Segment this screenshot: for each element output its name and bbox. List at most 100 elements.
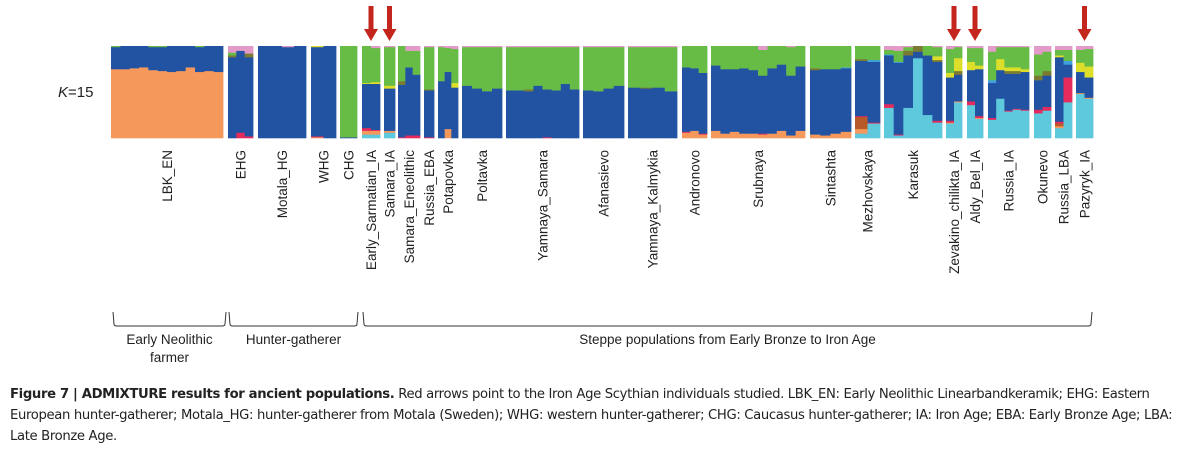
admixture-segment-cyan bbox=[996, 98, 1005, 139]
admixture-segment-pink bbox=[412, 46, 421, 51]
admixture-segment-blue bbox=[371, 83, 381, 131]
admixture-segment-cyan bbox=[954, 102, 963, 139]
admixture-segment-pink bbox=[424, 46, 435, 48]
admixture-segment-blue bbox=[1012, 73, 1022, 109]
admixture-segment-olive bbox=[855, 58, 868, 62]
admixture-segment-yellow bbox=[1004, 67, 1013, 72]
admixture-segment-orange bbox=[195, 71, 205, 139]
admixture-segment-pink bbox=[946, 46, 955, 50]
admixture-segment-red bbox=[362, 127, 372, 131]
admixture-segment-green bbox=[652, 46, 666, 88]
admixture-segment-green bbox=[560, 46, 571, 85]
admixture-segment-blue bbox=[111, 46, 121, 70]
admixture-segment-pink bbox=[551, 46, 562, 48]
admixture-segment-blue bbox=[451, 87, 459, 139]
admixture-segment-orange bbox=[758, 134, 768, 139]
admixture-segment-orange bbox=[384, 130, 396, 133]
admixture-segment-blue bbox=[167, 46, 177, 73]
admixture-segment-blue bbox=[720, 69, 731, 134]
admixture-segment-blue bbox=[258, 46, 271, 139]
admixture-segment-pink bbox=[975, 46, 984, 49]
population-panel-russia-lba bbox=[1055, 46, 1073, 139]
population-label: Mezhovskaya bbox=[861, 150, 876, 233]
admixture-segment-blue bbox=[444, 71, 452, 130]
admixture-segment-cyan bbox=[1034, 113, 1043, 139]
admixture-segment-pink bbox=[1012, 46, 1022, 48]
figure-caption-text: Red arrows point to the Iron Age Scythia… bbox=[10, 387, 1173, 444]
admixture-segment-orange bbox=[748, 133, 759, 139]
population-panel-early-sarmatian-ia bbox=[362, 46, 381, 139]
population-label: EHG bbox=[234, 150, 249, 179]
admixture-segment-blue bbox=[506, 90, 516, 139]
admixture-segment-pink bbox=[988, 46, 997, 52]
admixture-segment-orange bbox=[739, 133, 749, 139]
admixture-segment-green bbox=[492, 46, 503, 89]
admixture-segment-blue bbox=[294, 46, 307, 139]
admixture-segment-red bbox=[758, 133, 768, 135]
admixture-segment-red bbox=[855, 115, 868, 118]
admixture-segment-green bbox=[157, 46, 168, 48]
admixture-segment-orange bbox=[855, 128, 868, 134]
admixture-segment-olive bbox=[640, 87, 653, 89]
admixture-segment-orange bbox=[975, 117, 984, 119]
admixture-segment-pink bbox=[438, 46, 446, 48]
group-label: Hunter-gatherer bbox=[246, 332, 342, 347]
admixture-segment-green bbox=[613, 46, 625, 86]
admixture-segment-yellow bbox=[996, 58, 1005, 71]
admixture-segment-blue bbox=[348, 137, 358, 139]
admixture-segment-blue bbox=[967, 69, 976, 102]
admixture-segment-blue bbox=[412, 74, 421, 136]
admixture-segment-cyan bbox=[946, 123, 955, 139]
admixture-segment-orange bbox=[120, 69, 131, 139]
admixture-segment-lightblue bbox=[988, 80, 997, 84]
admixture-segment-orange bbox=[185, 67, 196, 139]
admixture-segment-green bbox=[922, 46, 933, 56]
admixture-segment-pink bbox=[628, 46, 641, 48]
admixture-segment-orange bbox=[371, 130, 381, 135]
population-panel-karasuk bbox=[884, 46, 943, 139]
admixture-segment-orange bbox=[690, 130, 700, 139]
admixture-segment-blue bbox=[405, 67, 414, 136]
group-label: farmer bbox=[150, 350, 190, 365]
admixture-segment-green bbox=[967, 47, 976, 62]
admixture-segment-blue bbox=[946, 77, 955, 121]
admixture-segment-orange bbox=[830, 133, 842, 139]
admixture-segment-green bbox=[884, 49, 895, 55]
admixture-segment-red bbox=[405, 135, 414, 139]
admixture-segment-blue bbox=[1076, 71, 1085, 94]
population-label: Andronovo bbox=[688, 150, 703, 215]
population-panel-sintashta bbox=[810, 46, 852, 139]
admixture-segment-pink bbox=[652, 46, 666, 48]
admixture-segment-blue bbox=[213, 46, 224, 73]
admixture-segment-red bbox=[311, 136, 324, 138]
admixture-segment-green bbox=[954, 46, 963, 59]
admixture-segment-red bbox=[412, 135, 421, 139]
admixture-segment-blue bbox=[748, 69, 759, 134]
admixture-segment-pink bbox=[542, 46, 553, 48]
admixture-segment-lightblue bbox=[867, 59, 881, 62]
admixture-segment-orange bbox=[795, 130, 806, 139]
admixture-segment-yellow bbox=[371, 81, 381, 85]
admixture-segment-cyan bbox=[1055, 127, 1064, 139]
admixture-segment-blue bbox=[157, 46, 168, 72]
admixture-segment-yellow bbox=[362, 82, 372, 85]
admixture-segment-pink bbox=[583, 46, 594, 48]
admixture-segment-red bbox=[1020, 109, 1030, 111]
admixture-segment-blue bbox=[988, 82, 997, 119]
admixture-segment-blue bbox=[438, 80, 446, 139]
admixture-segment-pink bbox=[384, 46, 396, 48]
admixture-segment-red bbox=[698, 133, 708, 135]
admixture-segment-yellow bbox=[311, 46, 324, 48]
admixture-segment-olive bbox=[1034, 75, 1043, 81]
population-label: Zevakino_chilikta_IA bbox=[947, 150, 962, 274]
admixture-segment-red bbox=[236, 132, 246, 139]
admixture-segment-blue bbox=[855, 60, 868, 117]
admixture-segment-green bbox=[786, 46, 796, 76]
admixture-segment-orange bbox=[786, 135, 796, 139]
admixture-segment-blue bbox=[767, 68, 778, 134]
admixture-segment-blue bbox=[830, 69, 842, 134]
admixture-segment-olive bbox=[810, 68, 821, 71]
population-panel-yamnaya-samara bbox=[506, 46, 580, 139]
admixture-segment-pink bbox=[515, 46, 525, 48]
admixture-segment-lightblue bbox=[893, 61, 904, 63]
